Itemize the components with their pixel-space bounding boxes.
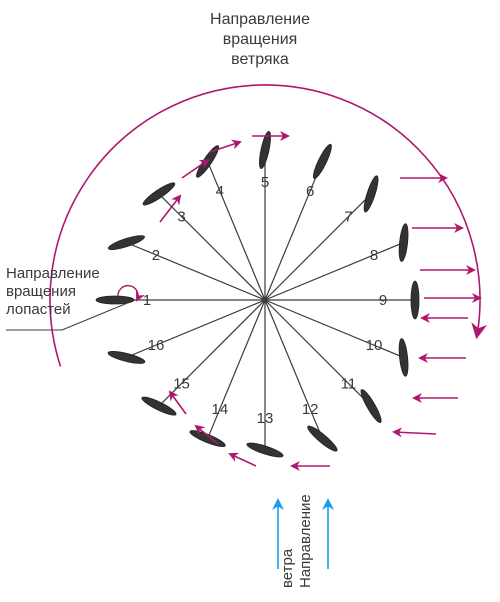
- blade-number: 7: [344, 209, 352, 226]
- blade-number: 10: [366, 337, 383, 354]
- side-label-line: Направление: [6, 265, 100, 282]
- blade-number: 1: [143, 292, 151, 309]
- title-line: ветряка: [231, 51, 289, 68]
- blade: [411, 281, 419, 319]
- blade-number: 9: [379, 292, 387, 309]
- title-line: Направление: [210, 11, 310, 28]
- side-label-line: вращения: [6, 283, 76, 300]
- blade-number: 6: [306, 183, 314, 200]
- diagram: 12345678910111213141516Направлениевращен…: [0, 0, 500, 602]
- title-line: вращения: [223, 31, 298, 48]
- blade-number: 2: [152, 247, 160, 264]
- blade-number: 5: [261, 174, 269, 191]
- svg-text:Направление: Направление: [297, 494, 314, 588]
- blade-number: 15: [173, 375, 190, 392]
- blade-number: 14: [211, 401, 228, 418]
- blade-number: 16: [148, 337, 165, 354]
- blade-number: 3: [177, 209, 185, 226]
- side-label-line: лопастей: [6, 301, 71, 318]
- blade-number: 4: [216, 183, 224, 200]
- blade-number: 8: [370, 247, 378, 264]
- blade-number: 13: [257, 410, 274, 427]
- blade-number: 11: [341, 375, 357, 392]
- svg-text:ветра: ветра: [279, 548, 296, 588]
- blade-number: 12: [302, 401, 319, 418]
